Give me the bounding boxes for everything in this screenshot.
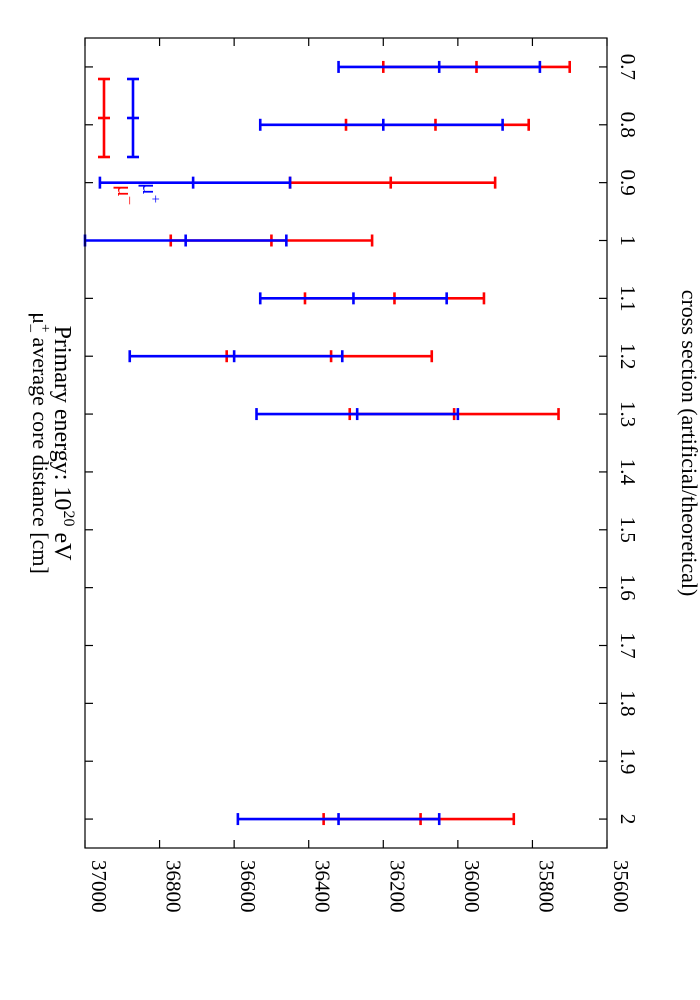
y-tick-label: 36400 (311, 860, 335, 913)
svg-text:0.8: 0.8 (616, 112, 640, 138)
svg-text:1.2: 1.2 (616, 343, 640, 369)
error-bar-mu-plus (83, 234, 288, 247)
chart-title: Primary energy: 1020 eV (49, 326, 77, 562)
x-tick-label: 1.4 (616, 459, 640, 486)
svg-text:1.1: 1.1 (616, 285, 640, 311)
svg-text:36200: 36200 (385, 860, 409, 913)
svg-text:1.7: 1.7 (616, 632, 640, 658)
x-tick-label: 1.6 (616, 575, 640, 601)
svg-text:1: 1 (616, 235, 640, 246)
x-tick-label: 0.7 (616, 54, 640, 80)
svg-text:36000: 36000 (460, 860, 484, 913)
legend-line-mu-minus (98, 77, 110, 159)
x-tick-label: 1.9 (616, 748, 640, 774)
svg-text:35800: 35800 (534, 860, 558, 913)
x-tick-label: 1.8 (616, 690, 640, 716)
error-bar-mu-plus (337, 60, 542, 73)
svg-text:0.9: 0.9 (616, 170, 640, 196)
tick-labels: 0.7 0.8 0.9 1 1.1 1.2 1.3 1.4 1.5 1.6 1.7 1.8 1.9 2 35… (87, 54, 640, 913)
error-bar-mu-plus (258, 292, 448, 305)
svg-text:μ+: μ+ (138, 183, 163, 203)
x-tick-label: 0.9 (616, 170, 640, 196)
svg-text:1.4: 1.4 (616, 459, 640, 486)
y-tick-label: 36200 (385, 860, 409, 913)
svg-text:35600: 35600 (609, 860, 633, 913)
y-tick-label: 36000 (460, 860, 484, 913)
error-bar-series (83, 60, 572, 826)
x-tick-label: 1 (616, 235, 640, 246)
y-tick-label: 36800 (162, 860, 186, 913)
y-axis-label: μ+– average core distance [cm] (23, 312, 53, 574)
x-axis-label: cross section (artificial/theoretical) (677, 290, 700, 597)
svg-text:1.8: 1.8 (616, 690, 640, 716)
error-bar-mu-plus (128, 350, 344, 363)
x-tick-label: 1.2 (616, 343, 640, 369)
svg-text:36800: 36800 (162, 860, 186, 913)
svg-text:cross section (artificial/theo: cross section (artificial/theoretical) (677, 290, 700, 597)
y-tick-label: 37000 (87, 860, 111, 913)
legend-item-mu-plus: μ+ (127, 77, 163, 203)
svg-text:36400: 36400 (311, 860, 335, 913)
legend-item-mu-minus: μ– (98, 77, 138, 205)
x-tick-label: 1.7 (616, 632, 640, 658)
svg-text:μ–: μ– (113, 185, 138, 205)
x-tick-label: 1.1 (616, 285, 640, 311)
y-tick-label: 35600 (609, 860, 633, 913)
y-tick-label: 36600 (236, 860, 260, 913)
svg-text:1.6: 1.6 (616, 575, 640, 601)
tick-marks (84, 38, 608, 848)
svg-text:2: 2 (616, 814, 640, 825)
error-bar-mu-plus (255, 408, 460, 421)
plot-frame (84, 37, 608, 849)
svg-text:Primary energy: 1020 eV: Primary energy: 1020 eV (49, 326, 77, 562)
x-tick-label: 1.5 (616, 517, 640, 543)
legend: μ– μ+ (98, 77, 163, 205)
error-bar-mu-minus (288, 176, 497, 189)
x-tick-label: 1.3 (616, 401, 640, 427)
svg-text:1.9: 1.9 (616, 748, 640, 774)
svg-text:1.5: 1.5 (616, 517, 640, 543)
svg-text:37000: 37000 (87, 860, 111, 913)
y-tick-label: 35800 (534, 860, 558, 913)
x-tick-label: 2 (616, 814, 640, 825)
x-tick-label: 0.8 (616, 112, 640, 138)
svg-text:1.3: 1.3 (616, 401, 640, 427)
error-bar-mu-plus (98, 176, 292, 189)
svg-text:36600: 36600 (236, 860, 260, 913)
svg-text:0.7: 0.7 (616, 54, 640, 80)
legend-line-mu-plus (127, 77, 139, 159)
error-bar-mu-plus (258, 118, 504, 131)
svg-text:μ+– average core distance [cm]: μ+– average core distance [cm] (23, 312, 53, 574)
error-bar-mu-plus (236, 813, 441, 826)
